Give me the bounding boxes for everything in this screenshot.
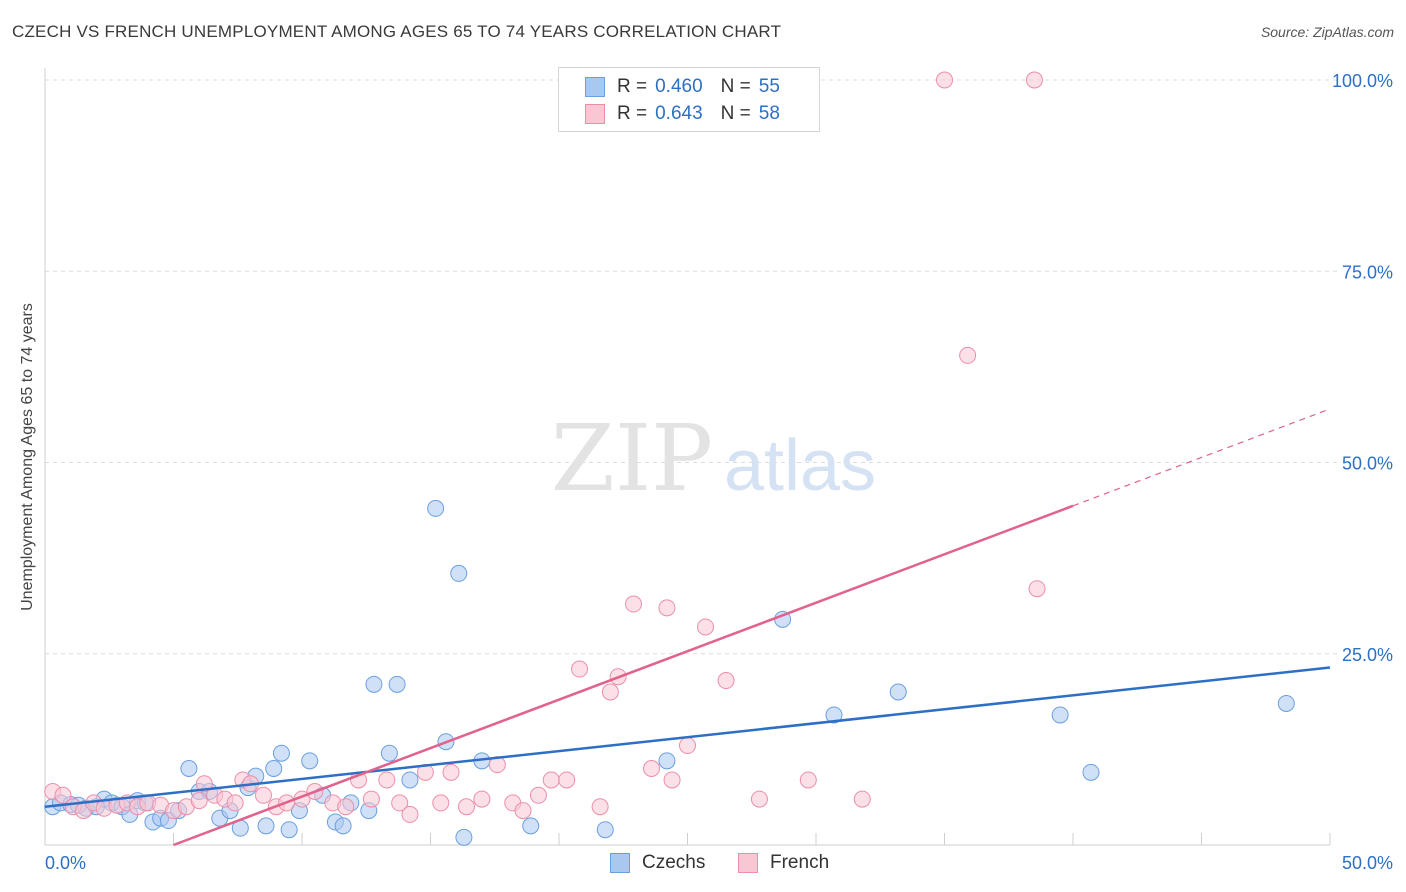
grid-lines xyxy=(45,79,1340,655)
czechs-point xyxy=(272,744,290,762)
french-point xyxy=(625,595,643,613)
watermark-atlas: atlas xyxy=(724,426,876,506)
legend-item-french[interactable]: French xyxy=(738,852,829,874)
french-point xyxy=(254,786,272,804)
french-point xyxy=(514,802,532,820)
czechs-point xyxy=(658,752,676,770)
czechs-point xyxy=(380,744,398,762)
czechs-point xyxy=(1277,694,1295,712)
french-point xyxy=(663,771,681,789)
french-point xyxy=(601,683,619,701)
french-point xyxy=(542,771,560,789)
r-value: 0.643 xyxy=(655,103,703,124)
french-point xyxy=(799,771,817,789)
czechs-point xyxy=(455,828,473,846)
czechs-point xyxy=(889,683,907,701)
czechs-point xyxy=(450,564,468,582)
czechs-point xyxy=(365,675,383,693)
french-point xyxy=(473,790,491,808)
czechs-point xyxy=(265,760,283,777)
french-point xyxy=(337,798,355,816)
r-label: R = xyxy=(617,103,648,124)
x-tick-label: 50.0% xyxy=(1342,853,1393,873)
n-value: 55 xyxy=(758,76,780,97)
legend-row-french: R = 0.643 N = 58 xyxy=(585,102,780,126)
y-tick-label: 50.0% xyxy=(1342,454,1393,474)
french-point xyxy=(591,798,609,816)
series-legend: Czechs French xyxy=(0,852,1406,878)
legend-label-czechs: Czechs xyxy=(642,852,706,873)
watermark-zip: ZIP xyxy=(551,405,713,512)
french-point xyxy=(717,672,735,690)
legend-label-french: French xyxy=(770,852,830,873)
french-point xyxy=(853,790,871,808)
french-point xyxy=(378,771,396,789)
czechs-swatch xyxy=(585,77,605,97)
french-point xyxy=(432,794,450,812)
correlation-legend: R = 0.460 N = 55 R = 0.643 N = 58 xyxy=(558,67,820,132)
czechs-swatch xyxy=(610,853,630,873)
legend-item-czechs[interactable]: Czechs xyxy=(610,852,705,874)
french-point xyxy=(54,786,72,804)
french-point xyxy=(1028,580,1046,598)
french-point xyxy=(571,660,589,678)
trend-lines xyxy=(44,408,1331,847)
french-point xyxy=(643,760,661,777)
czechs-point xyxy=(1082,763,1100,781)
czechs-point xyxy=(427,499,445,517)
french-point xyxy=(1025,71,1043,89)
french-point xyxy=(696,618,714,636)
french-point xyxy=(679,737,696,755)
y-tick-label: 75.0% xyxy=(1342,262,1393,282)
czechs-trend-line xyxy=(44,666,1331,808)
czechs-point xyxy=(1051,706,1069,724)
french-point xyxy=(226,794,244,812)
french-trend-extension xyxy=(1072,408,1331,507)
axes xyxy=(44,68,1331,846)
y-tick-label: 25.0% xyxy=(1342,645,1393,665)
czechs-point xyxy=(301,752,319,770)
tick-labels: 25.0% 50.0% 75.0% 100.0% 0.0% 50.0% xyxy=(45,71,1393,873)
czechs-point xyxy=(596,821,614,839)
data-points xyxy=(44,71,1295,846)
french-point xyxy=(401,805,419,823)
czechs-point xyxy=(825,706,843,724)
n-label: N = xyxy=(720,76,751,97)
french-point xyxy=(959,346,977,364)
czechs-point xyxy=(257,817,275,835)
french-swatch xyxy=(585,104,605,124)
french-point xyxy=(750,790,768,808)
source-label: Source: ZipAtlas.com xyxy=(1260,24,1394,40)
n-value: 58 xyxy=(758,103,780,124)
czechs-point xyxy=(522,817,540,835)
n-label: N = xyxy=(720,103,751,124)
french-point xyxy=(391,794,409,812)
y-axis-label: Unemployment Among Ages 65 to 74 years xyxy=(19,303,36,611)
czechs-point xyxy=(388,675,406,693)
y-tick-label: 100.0% xyxy=(1332,71,1393,91)
french-swatch xyxy=(738,853,758,873)
french-point xyxy=(936,71,953,89)
chart-title: CZECH VS FRENCH UNEMPLOYMENT AMONG AGES … xyxy=(12,22,782,41)
french-point xyxy=(457,798,475,816)
watermark: ZIP atlas xyxy=(551,405,876,512)
czechs-point xyxy=(401,771,419,789)
r-label: R = xyxy=(617,76,648,97)
french-trend-line xyxy=(173,504,1074,847)
x-tick-label: 0.0% xyxy=(45,853,86,873)
french-point xyxy=(558,771,576,789)
french-point xyxy=(529,786,547,804)
french-point xyxy=(442,763,460,781)
czechs-point xyxy=(334,817,352,835)
french-point xyxy=(362,790,380,808)
czechs-point xyxy=(180,760,198,777)
r-value: 0.460 xyxy=(655,76,703,97)
french-point xyxy=(190,792,208,810)
czechs-point xyxy=(280,821,298,839)
french-point xyxy=(658,599,676,617)
legend-row-czechs: R = 0.460 N = 55 xyxy=(585,75,780,99)
